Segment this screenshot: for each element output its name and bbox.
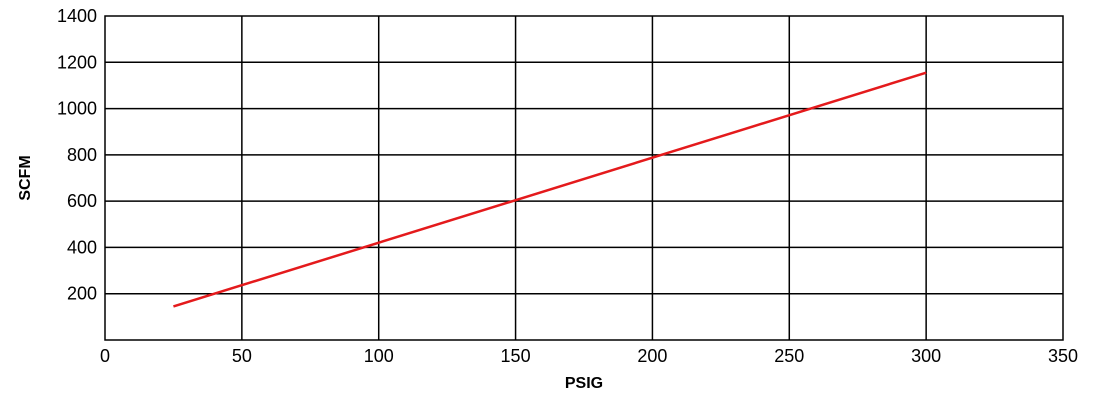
- y-tick-label: 1200: [57, 52, 97, 72]
- x-axis-ticks: 0 50 100 150 200 250 300 350: [100, 346, 1078, 366]
- y-tick-label: 200: [67, 284, 97, 304]
- x-tick-label: 0: [100, 346, 110, 366]
- y-axis-ticks: 200 400 600 800 1000 1200 1400: [57, 6, 97, 304]
- y-tick-label: 800: [67, 145, 97, 165]
- x-tick-label: 300: [911, 346, 941, 366]
- series-layer: [173, 73, 926, 307]
- x-axis-title: PSIG: [565, 375, 603, 392]
- x-tick-label: 200: [637, 346, 667, 366]
- series-line: [173, 73, 926, 307]
- x-tick-label: 350: [1048, 346, 1078, 366]
- x-tick-label: 100: [364, 346, 394, 366]
- x-tick-label: 150: [501, 346, 531, 366]
- y-tick-label: 400: [67, 237, 97, 257]
- x-tick-label: 50: [232, 346, 252, 366]
- y-tick-label: 600: [67, 191, 97, 211]
- y-tick-label: 1400: [57, 6, 97, 26]
- x-tick-label: 250: [774, 346, 804, 366]
- y-axis-title: SCFM: [17, 155, 34, 200]
- y-tick-label: 1000: [57, 99, 97, 119]
